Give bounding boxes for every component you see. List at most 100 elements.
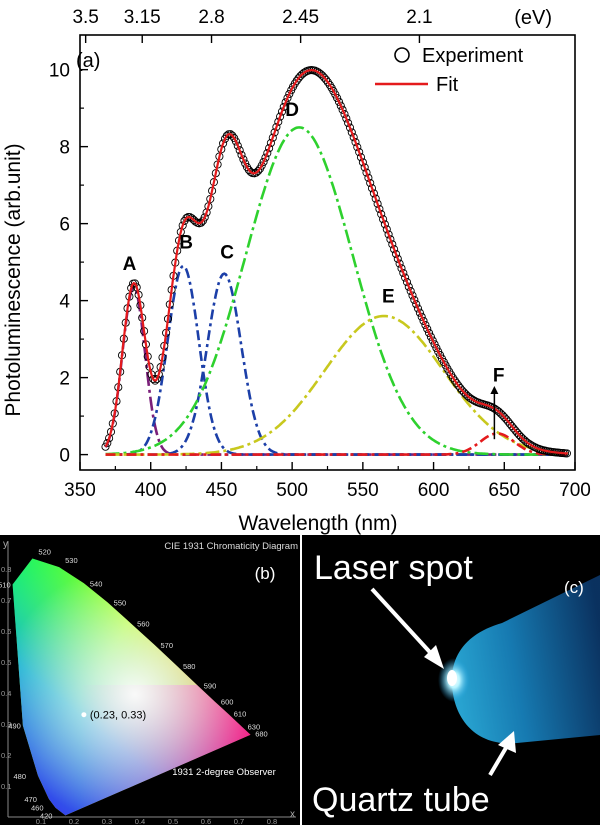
legend-experiment-label: Experiment — [422, 45, 524, 67]
wavelength-label-480: 480 — [14, 772, 27, 781]
peak-label-E: E — [382, 287, 395, 308]
experiment-marker — [367, 184, 377, 193]
ev-tick-label: 3.15 — [124, 7, 161, 28]
experiment-marker — [266, 138, 275, 148]
experiment-marker — [239, 155, 248, 164]
experiment-marker — [349, 133, 358, 142]
experiment-marker — [265, 144, 274, 153]
experiment-marker — [379, 215, 388, 224]
cie-y-tick-label: 0.5 — [1, 658, 11, 667]
quartz-tube-label: Quartz tube — [312, 781, 490, 819]
experiment-marker — [237, 150, 246, 159]
experiment-marker — [369, 189, 378, 198]
laser-arrow-head — [424, 645, 444, 669]
experiment-marker — [377, 210, 386, 219]
wavelength-label-680: 680 — [255, 730, 268, 739]
cie-title: CIE 1931 Chromaticity Diagram — [164, 541, 298, 552]
experiment-marker — [353, 143, 362, 152]
y-tick-label: 8 — [59, 138, 70, 159]
cie-x-tick-label: 0.4 — [135, 817, 145, 825]
experiment-marker — [371, 194, 380, 203]
wavelength-label-510: 510 — [0, 581, 11, 590]
experiment-marker — [426, 332, 435, 341]
experiment-marker — [219, 139, 228, 148]
x-tick-label: 350 — [64, 480, 96, 501]
experiment-marker — [408, 291, 417, 300]
y-tick-label: 4 — [59, 292, 70, 313]
experiment-marker — [393, 254, 402, 263]
x-tick-label: 650 — [488, 480, 520, 501]
experiment-marker — [448, 373, 457, 382]
experiment-marker — [338, 105, 347, 114]
experiment-marker — [272, 122, 281, 132]
laser-spot-label: Laser spot — [314, 549, 473, 587]
experiment-marker — [151, 376, 160, 385]
experiment-marker — [382, 225, 391, 234]
ev-tick-label: 2.8 — [198, 7, 224, 28]
laser-arrow — [370, 587, 440, 663]
experiment-marker — [397, 264, 406, 273]
experiment-marker — [373, 199, 382, 208]
experiment-marker — [283, 93, 292, 103]
wavelength-label-530: 530 — [65, 556, 78, 565]
experiment-marker — [386, 235, 395, 244]
legend-experiment-marker — [394, 47, 410, 63]
cie-x-tick-label: 0.5 — [168, 817, 178, 825]
panel-a-label: (a) — [76, 50, 100, 72]
laser-spot-core — [447, 670, 457, 686]
peak-label-C: C — [220, 242, 234, 263]
wavelength-label-580: 580 — [183, 662, 196, 671]
experiment-marker — [421, 320, 430, 330]
experiment-marker — [277, 107, 287, 116]
experiment-marker — [366, 178, 375, 188]
wavelength-label-550: 550 — [114, 598, 127, 607]
ev-unit-label: (eV) — [514, 7, 552, 29]
experiment-marker — [261, 153, 270, 162]
experiment-marker — [336, 101, 345, 110]
photoluminescence-chart: A B C D E F 350 400 450 500 550 600 650 700 0 2 4 6 8 10 3.… — [0, 0, 600, 535]
chart-background — [0, 0, 600, 535]
experiment-marker — [529, 442, 538, 451]
experiment-marker — [399, 268, 408, 278]
fit-curve — [104, 68, 568, 455]
experiment-marker — [281, 98, 290, 107]
cie-x-tick-label: 0.2 — [69, 817, 79, 825]
experiment-marker — [358, 158, 367, 167]
peak-label-B: B — [179, 233, 193, 254]
experiment-marker — [402, 278, 412, 287]
wavelength-label-600: 600 — [221, 698, 234, 707]
component-curve-D — [105, 126, 568, 456]
legend-fit-label: Fit — [436, 74, 459, 96]
experiment-marker — [257, 161, 266, 170]
quartz-tube-body — [451, 575, 600, 744]
x-tick-label: 700 — [559, 480, 591, 501]
experiment-marker — [395, 259, 404, 268]
plot-area: A B C D E F — [101, 66, 571, 458]
wavelength-label-570: 570 — [161, 641, 174, 650]
experiment-marker — [347, 128, 356, 137]
cie-y-tick-label: 0.7 — [1, 596, 11, 605]
cie-x-label: x — [290, 809, 295, 820]
experiment-marker — [380, 220, 389, 229]
x-tick-label: 550 — [347, 480, 379, 501]
experiment-marker — [391, 249, 401, 259]
experiment-marker — [406, 287, 415, 296]
experiment-marker — [355, 148, 364, 157]
ev-tick-label: 3.5 — [72, 7, 98, 28]
x-tick-label: 400 — [135, 480, 167, 501]
experiment-marker — [384, 230, 393, 239]
experiment-marker — [279, 102, 288, 111]
x-tick-label: 500 — [276, 480, 308, 501]
experiment-marker — [344, 118, 353, 128]
cie-y-tick-label: 0.3 — [1, 720, 11, 729]
x-tick-label: 600 — [418, 480, 450, 501]
experiment-marker — [276, 112, 285, 121]
wavelength-label-590: 590 — [204, 682, 217, 691]
experiment-marker — [228, 131, 237, 140]
cie-x-tick-label: 0.6 — [201, 817, 211, 825]
experiment-marker — [364, 173, 373, 182]
cie-y-tick-label: 0.1 — [1, 782, 11, 791]
quartz-tube-photo: Laser spot Quartz tube (c) — [302, 535, 600, 825]
cie-x-tick-label: 0.7 — [234, 817, 244, 825]
